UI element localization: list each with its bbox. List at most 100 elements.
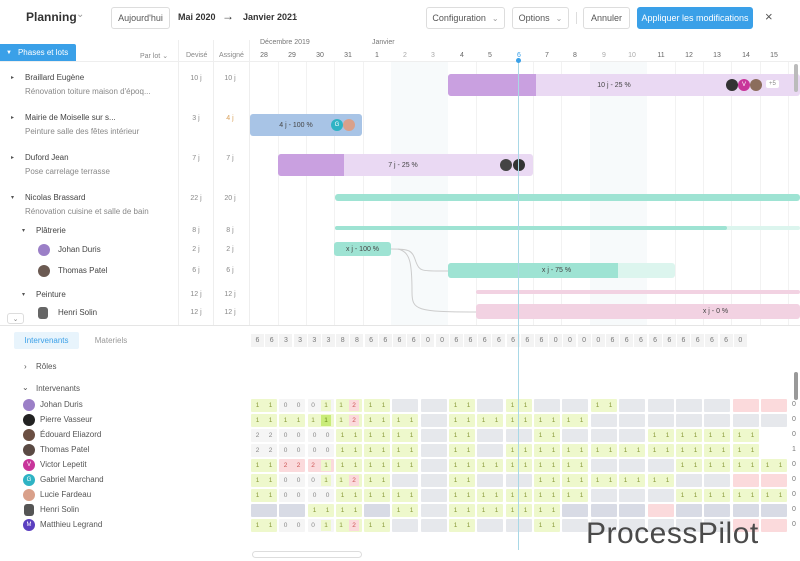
expand-icon[interactable]: ▸ xyxy=(11,155,15,161)
group-intervenants[interactable]: Intervenants xyxy=(36,384,81,393)
vertical-scrollbar[interactable] xyxy=(794,64,798,92)
person-name[interactable]: Gabriel Marchand xyxy=(40,475,104,484)
load-cell[interactable] xyxy=(392,399,418,412)
load-cell[interactable] xyxy=(251,504,277,517)
load-cell[interactable] xyxy=(704,519,730,532)
load-cell[interactable] xyxy=(591,489,617,502)
load-cell[interactable] xyxy=(676,504,702,517)
load-cell[interactable] xyxy=(733,414,759,427)
task-name[interactable]: Braillard Eugène xyxy=(25,73,85,82)
vertical-scrollbar[interactable] xyxy=(794,372,798,400)
person-name[interactable]: Victor Lepetit xyxy=(40,460,87,469)
load-cell[interactable] xyxy=(279,504,305,517)
load-cell[interactable] xyxy=(591,504,617,517)
person-name[interactable]: Lucie Fardeau xyxy=(40,490,92,499)
load-cell[interactable] xyxy=(421,399,447,412)
phases-lots-button[interactable]: ▼ Phases et lots xyxy=(0,44,76,61)
load-cell[interactable] xyxy=(704,474,730,487)
load-cell[interactable] xyxy=(704,414,730,427)
expand-icon[interactable]: ▸ xyxy=(11,115,15,121)
load-cell[interactable] xyxy=(761,474,787,487)
load-cell[interactable] xyxy=(421,414,447,427)
load-cell[interactable] xyxy=(477,519,503,532)
person-name[interactable]: Johan Duris xyxy=(40,400,83,409)
person-name[interactable]: Thomas Patel xyxy=(40,445,90,454)
group-by-dropdown[interactable]: Par lot ⌄ xyxy=(140,52,168,60)
chevron-right-icon[interactable]: › xyxy=(24,362,27,371)
load-cell[interactable] xyxy=(676,519,702,532)
load-cell[interactable] xyxy=(421,504,447,517)
tab-intervenants[interactable]: Intervenants xyxy=(14,332,79,349)
load-cell[interactable] xyxy=(392,519,418,532)
task-bar[interactable]: 10 j - 25 % V +5 xyxy=(448,74,800,96)
load-cell[interactable] xyxy=(392,474,418,487)
load-cell[interactable] xyxy=(619,489,645,502)
load-cell[interactable] xyxy=(477,444,503,457)
collapse-icon[interactable]: ▾ xyxy=(22,228,26,234)
load-cell[interactable] xyxy=(506,519,532,532)
person-name[interactable]: Édouard Eliazord xyxy=(40,430,102,439)
person-name[interactable]: Matthieu Legrand xyxy=(40,520,103,529)
task-name[interactable]: Mairie de Moiselle sur s... xyxy=(25,113,116,122)
load-cell[interactable] xyxy=(477,399,503,412)
load-cell[interactable] xyxy=(648,504,674,517)
assignee-name[interactable]: Thomas Patel xyxy=(58,266,108,275)
person-name[interactable]: Pierre Vasseur xyxy=(40,415,93,424)
load-cell[interactable] xyxy=(648,399,674,412)
load-cell[interactable] xyxy=(562,504,588,517)
load-cell[interactable] xyxy=(676,399,702,412)
lot-name[interactable]: Peinture xyxy=(36,290,66,299)
load-cell[interactable] xyxy=(562,399,588,412)
task-bar[interactable]: 4 j - 100 % G xyxy=(250,114,362,136)
lot-name[interactable]: Plâtrerie xyxy=(36,226,66,235)
task-name[interactable]: Duford Jean xyxy=(25,153,69,162)
load-cell[interactable] xyxy=(477,429,503,442)
